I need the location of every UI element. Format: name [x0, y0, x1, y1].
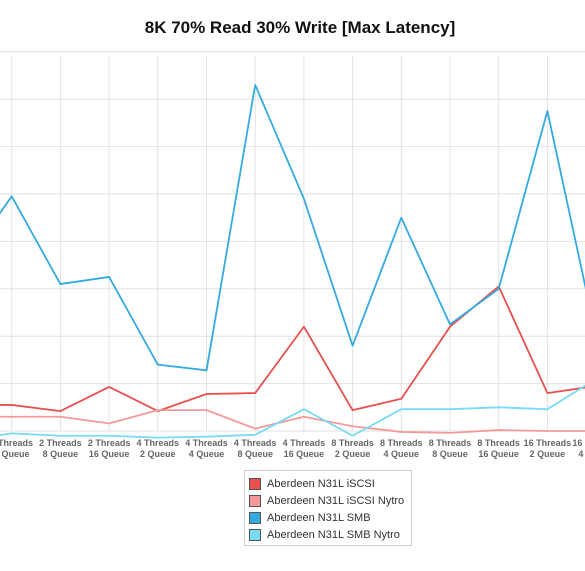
- legend-swatch: [249, 494, 261, 507]
- legend-label: Aberdeen N31L iSCSI Nytro: [267, 494, 405, 507]
- legend-swatch: [249, 528, 261, 541]
- x-tick-label: 16 Queue: [89, 449, 130, 459]
- x-tick-label: 8 Threads: [331, 438, 374, 448]
- x-tick-label: 8 Threads: [429, 438, 472, 448]
- legend-swatch: [249, 511, 261, 524]
- x-tick-label: 8 Queue: [237, 449, 273, 459]
- x-tick-label: 4 Threads: [234, 438, 277, 448]
- x-tick-label: 2 Queue: [140, 449, 176, 459]
- series-lines: [0, 84, 585, 439]
- legend-label: Aberdeen N31L SMB: [267, 511, 371, 524]
- legend: Aberdeen N31L iSCSI Aberdeen N31L iSCSI N…: [244, 470, 412, 546]
- x-tick-label: 2 Queue: [0, 449, 29, 459]
- legend-item[interactable]: Aberdeen N31L iSCSI Nytro: [249, 492, 411, 509]
- x-tick-label: 2 Queue: [530, 449, 566, 459]
- series-line-0: [0, 285, 585, 412]
- x-tick-label: 4 Threads: [137, 438, 180, 448]
- x-tick-label: 8 Threads: [380, 438, 423, 448]
- legend-item[interactable]: Aberdeen N31L SMB: [249, 509, 411, 526]
- x-tick-label: 2 Queue: [335, 449, 371, 459]
- series-line-3: [0, 384, 585, 439]
- legend-item[interactable]: Aberdeen N31L SMB Nytro: [249, 526, 411, 543]
- x-tick-label: 2 Threads: [0, 438, 33, 448]
- x-tick-label: 16 Queue: [284, 449, 325, 459]
- x-tick-label: 4 Queue: [384, 449, 420, 459]
- legend-swatch: [249, 477, 261, 490]
- x-tick-label: 8 Queue: [43, 449, 79, 459]
- x-tick-label: 4 Queue: [578, 449, 585, 459]
- x-tick-label: 8 Threads: [477, 438, 520, 448]
- grid: [0, 51, 585, 432]
- chart-title: 8K 70% Read 30% Write [Max Latency]: [144, 18, 456, 37]
- x-tick-label: 4 Threads: [283, 438, 326, 448]
- x-tick-label: 8 Queue: [432, 449, 468, 459]
- x-tick-label: 4 Threads: [185, 438, 228, 448]
- x-tick-label: 2 Threads: [88, 438, 131, 448]
- legend-item[interactable]: Aberdeen N31L iSCSI: [249, 475, 411, 492]
- series-line-1: [0, 409, 585, 434]
- legend-label: Aberdeen N31L SMB Nytro: [267, 528, 400, 541]
- legend-label: Aberdeen N31L iSCSI: [267, 477, 375, 490]
- series-line-2: [0, 84, 585, 372]
- x-tick-label: 16 Threads: [572, 438, 585, 448]
- x-tick-label: 16 Threads: [524, 438, 572, 448]
- x-tick-label: 2 Threads: [39, 438, 82, 448]
- x-tick-label: 4 Queue: [189, 449, 225, 459]
- x-tick-label: 16 Queue: [478, 449, 519, 459]
